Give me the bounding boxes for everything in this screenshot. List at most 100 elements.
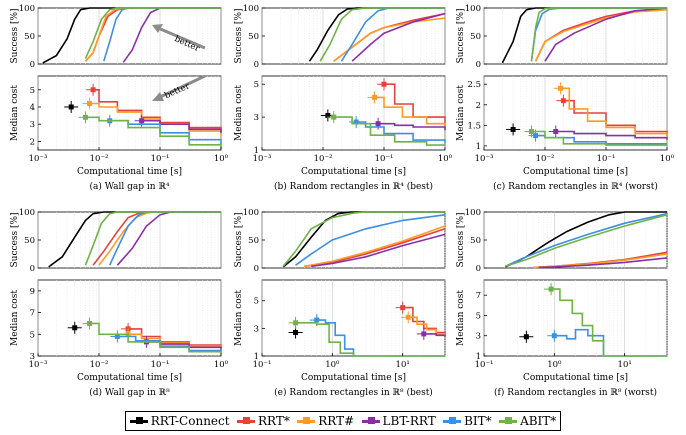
x-tick-label: 10¹ xyxy=(396,360,410,370)
series-line-abit- xyxy=(319,7,445,62)
y-tick-label: 5 xyxy=(476,311,481,321)
legend-swatch xyxy=(297,417,316,424)
legend: RRT-Connect RRT* RRT# LBT-RRT BIT* ABIT* xyxy=(125,411,561,431)
series-line-bit- xyxy=(340,7,445,62)
series-line-abit- xyxy=(85,116,222,150)
series-line-bit- xyxy=(295,214,446,266)
series-line-abit- xyxy=(84,211,221,266)
initial-solution-marker xyxy=(353,119,359,125)
initial-solution-marker xyxy=(293,330,299,336)
y-tick-label: 0 xyxy=(30,264,35,274)
y-tick-label: 50 xyxy=(24,236,35,246)
initial-solution-marker xyxy=(558,85,564,91)
legend-label: RRT* xyxy=(257,414,290,428)
initial-solution-marker xyxy=(114,333,120,339)
y-tick-label: 3 xyxy=(30,352,35,362)
y-axis-label: Success [%] xyxy=(456,212,466,267)
panel-caption: (c) Random rectangles in ℝ⁴ (worst) xyxy=(493,181,658,192)
series-line-abit- xyxy=(530,7,667,62)
x-axis-label: Computational time [s] xyxy=(301,167,406,177)
y-tick-label: 100 xyxy=(465,4,481,14)
x-tick-label: 10⁻¹ xyxy=(151,154,170,164)
axes-frame xyxy=(37,211,222,269)
panel-caption: (e) Random rectangles in ℝ⁸ (best) xyxy=(274,387,433,398)
initial-solution-marker xyxy=(560,98,566,104)
y-tick-label: 0 xyxy=(476,60,481,70)
initial-solution-marker xyxy=(533,133,539,139)
series-line-lbt-rrt xyxy=(311,233,446,268)
x-tick-label: 10⁻¹ xyxy=(475,360,494,370)
series-line-lbt-rrt xyxy=(378,122,446,131)
series-line-lbt-rrt xyxy=(351,12,446,62)
legend-swatch xyxy=(499,417,518,424)
y-tick-label: 3 xyxy=(254,324,259,334)
x-tick-label: 10⁰ xyxy=(547,360,562,370)
y-tick-label: 1 xyxy=(476,352,481,362)
series-line-abit- xyxy=(89,322,222,354)
series-line-rrt-connect xyxy=(501,7,667,64)
y-tick-label: 50 xyxy=(248,236,259,246)
y-tick-label: 1.5 xyxy=(467,121,481,131)
panel-caption: (d) Wall gap in ℝ⁸ xyxy=(89,387,170,398)
y-tick-label: 2.5 xyxy=(467,80,481,90)
y-axis-label: Median cost xyxy=(10,85,20,141)
y-tick-label: 0 xyxy=(476,264,481,274)
y-tick-label: 50 xyxy=(470,236,481,246)
x-tick-label: 10⁻² xyxy=(536,154,555,164)
series-line-rrt- xyxy=(563,99,668,136)
x-tick-label: 10⁻¹ xyxy=(151,360,170,370)
initial-solution-marker xyxy=(314,317,320,323)
x-tick-label: 10⁻² xyxy=(314,154,333,164)
series-line-lbt-rrt xyxy=(544,7,668,62)
series-line-rrt-connect xyxy=(308,7,445,62)
series-line-bit- xyxy=(316,319,445,357)
series-line-abit- xyxy=(84,7,221,59)
series-line-rrt-connect xyxy=(504,211,667,268)
series-line-rrt- xyxy=(304,225,446,268)
y-tick-label: 5 xyxy=(254,297,259,307)
y-tick-label: 50 xyxy=(24,32,35,42)
y-axis-label: Success [%] xyxy=(234,212,244,267)
y-axis-label: Median cost xyxy=(234,290,244,346)
x-tick-label: 10⁻¹ xyxy=(253,360,272,370)
x-axis-label: Computational time [s] xyxy=(77,373,182,383)
series-line-bit- xyxy=(504,212,668,268)
series-line-abit- xyxy=(333,116,446,146)
legend-label: RRT-Connect xyxy=(150,414,230,428)
y-tick-label: 1 xyxy=(254,146,259,156)
initial-solution-marker xyxy=(551,333,557,339)
x-tick-label: 10⁰ xyxy=(660,154,675,164)
x-tick-label: 10⁻³ xyxy=(475,154,494,164)
series-line-rrt- xyxy=(333,17,446,62)
initial-solution-marker xyxy=(87,101,93,107)
legend-item-lbt-rrt: LBT-RRT xyxy=(361,414,436,428)
series-line-lbt-rrt xyxy=(423,333,446,337)
y-tick-label: 2 xyxy=(476,101,481,111)
y-tick-label: 5 xyxy=(30,330,35,340)
x-axis-label: Computational time [s] xyxy=(523,167,628,177)
legend-item-rrt-sharp: RRT# xyxy=(297,414,354,428)
x-tick-label: 10⁻³ xyxy=(29,154,48,164)
series-line-rrt- xyxy=(374,96,446,129)
y-tick-label: 0 xyxy=(30,60,35,70)
y-tick-label: 100 xyxy=(465,208,481,218)
panel-caption: (a) Wall gap in ℝ⁴ xyxy=(89,181,169,192)
y-tick-label: 100 xyxy=(19,4,35,14)
initial-solution-marker xyxy=(548,286,554,292)
x-tick-label: 10⁻² xyxy=(90,154,109,164)
y-tick-label: 0 xyxy=(254,264,259,274)
legend-label: BIT* xyxy=(464,414,492,428)
initial-solution-marker xyxy=(331,114,337,120)
series-line-lbt-rrt xyxy=(538,257,668,269)
y-tick-label: 1 xyxy=(254,352,259,362)
y-tick-label: 9 xyxy=(30,287,35,297)
initial-solution-marker xyxy=(82,114,88,120)
initial-solution-marker xyxy=(400,305,406,311)
axes-frame xyxy=(261,7,446,65)
initial-solution-marker xyxy=(90,87,96,93)
series-line-rrt-connect xyxy=(42,7,221,64)
better-arrow xyxy=(157,26,206,50)
x-axis-label: Computational time [s] xyxy=(523,373,628,383)
y-tick-label: 7 xyxy=(30,309,35,319)
legend-swatch xyxy=(236,417,255,424)
